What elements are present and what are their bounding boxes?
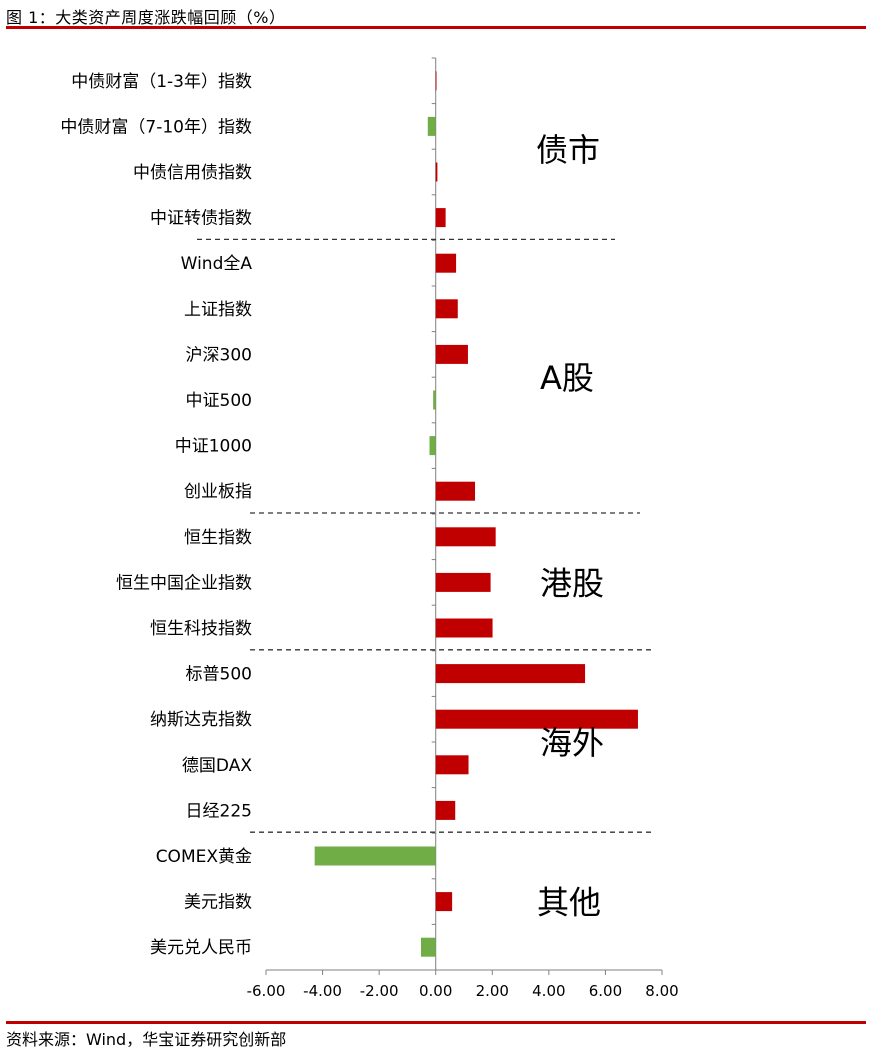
bar xyxy=(435,892,453,912)
bar xyxy=(435,618,493,638)
category-label: 恒生指数 xyxy=(184,528,252,548)
group-label: 其他 xyxy=(537,884,601,922)
category-label: COMEX黄金 xyxy=(156,847,252,867)
category-label: 中证转债指数 xyxy=(150,209,252,229)
bar xyxy=(435,800,456,820)
source-rule xyxy=(6,1021,866,1024)
x-tick-label: 4.00 xyxy=(532,982,565,1000)
category-label: 纳斯达克指数 xyxy=(150,710,252,730)
chart-axes xyxy=(265,57,663,975)
category-label: 上证指数 xyxy=(184,300,252,320)
figure-title: 图 1：大类资产周度涨跌幅回顾（%） xyxy=(6,8,286,27)
x-tick-label: 6.00 xyxy=(589,982,622,1000)
group-label: 港股 xyxy=(540,564,604,602)
category-label: 德国DAX xyxy=(182,756,252,776)
category-label: 创业板指 xyxy=(184,482,252,502)
x-tick-label: 0.00 xyxy=(419,982,452,1000)
bar xyxy=(435,299,458,319)
category-label: 沪深300 xyxy=(186,345,252,365)
category-label: Wind全A xyxy=(181,254,253,274)
bar xyxy=(435,527,496,547)
x-tick-label: -2.00 xyxy=(360,982,399,1000)
category-label: 美元指数 xyxy=(184,893,252,913)
bar xyxy=(435,344,468,364)
bar xyxy=(433,390,436,410)
bar xyxy=(435,481,476,501)
bar xyxy=(435,253,457,273)
category-label: 中债财富（7-10年）指数 xyxy=(60,117,252,137)
bar xyxy=(435,71,437,91)
chart-bars xyxy=(314,71,638,957)
bar xyxy=(435,208,446,228)
category-label: 标普500 xyxy=(186,665,252,685)
bar xyxy=(314,846,436,866)
category-label: 中证1000 xyxy=(175,437,252,457)
x-tick-label: 8.00 xyxy=(645,982,678,1000)
title-rule xyxy=(6,26,866,29)
bar xyxy=(435,664,586,684)
group-label: A股 xyxy=(540,359,594,397)
category-label: 恒生科技指数 xyxy=(150,619,252,639)
source-note: 资料来源：Wind，华宝证券研究创新部 xyxy=(6,1030,287,1049)
group-label: 债市 xyxy=(536,131,600,169)
category-label: 日经225 xyxy=(186,801,252,821)
category-label: 中证500 xyxy=(186,391,252,411)
bar xyxy=(435,162,438,182)
x-tick-label: -4.00 xyxy=(303,982,342,1000)
x-tick-labels: -6.00 -4.00 -2.00 0.00 2.00 4.00 6.00 8.00 xyxy=(247,982,679,1000)
bar xyxy=(421,937,436,957)
bar xyxy=(435,709,638,729)
group-label: 海外 xyxy=(540,724,604,762)
x-tick-label: -6.00 xyxy=(247,982,286,1000)
bar xyxy=(429,436,436,456)
bar xyxy=(435,755,469,775)
category-label: 美元兑人民币 xyxy=(150,938,252,958)
category-label: 恒生中国企业指数 xyxy=(116,573,252,593)
category-label: 中债信用债指数 xyxy=(133,163,252,183)
group-separators xyxy=(197,238,655,833)
x-tick-label: 2.00 xyxy=(476,982,509,1000)
bar xyxy=(435,572,491,592)
category-label: 中债财富（1-3年）指数 xyxy=(71,72,252,92)
bar xyxy=(427,116,436,136)
